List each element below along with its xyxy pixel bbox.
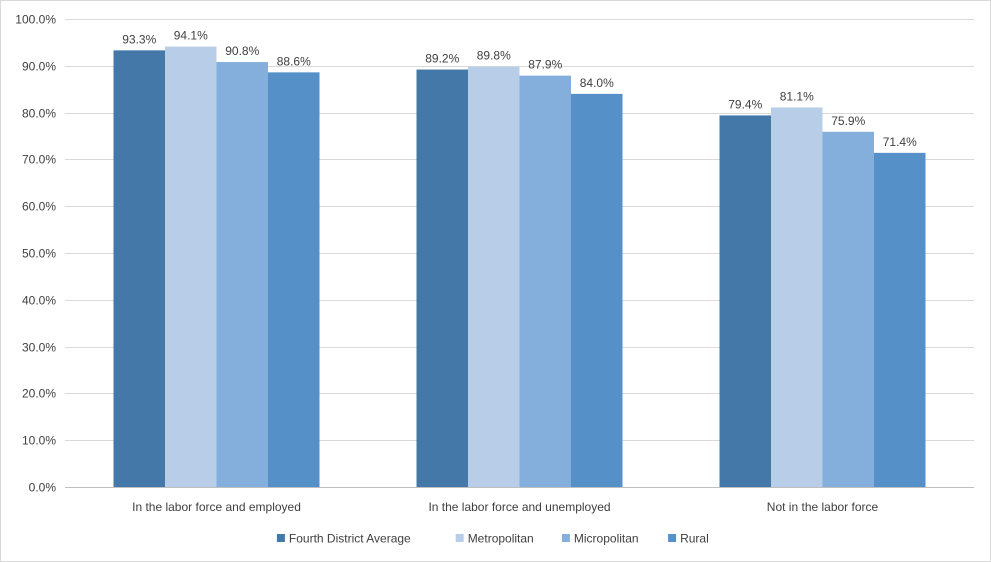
legend-label: Metropolitan: [468, 532, 534, 546]
data-label: 71.4%: [883, 135, 917, 149]
data-label: 93.3%: [122, 32, 156, 46]
data-label: 87.9%: [528, 58, 562, 72]
y-tick-label: 20.0%: [22, 387, 56, 401]
y-tick-label: 50.0%: [22, 247, 56, 261]
y-tick-label: 40.0%: [22, 294, 56, 308]
bar: [165, 46, 217, 487]
bar: [468, 66, 520, 488]
data-label: 75.9%: [831, 114, 865, 128]
legend-swatch: [561, 534, 570, 542]
data-label: 89.8%: [477, 49, 511, 63]
y-tick-label: 0.0%: [29, 481, 57, 495]
data-label: 89.2%: [425, 52, 459, 66]
legend: Fourth District Average Metropolitan Micro…: [276, 532, 709, 546]
data-label: 94.1%: [174, 29, 208, 43]
data-labels: 93.3% 94.1% 90.8% 88.6% 89.2% 89.8% 87.9% 84.0%…: [122, 29, 917, 149]
y-tick-label: 100.0%: [15, 13, 56, 27]
legend-label: Fourth District Average: [289, 532, 411, 546]
bar: [822, 131, 874, 487]
y-tick-label: 80.0%: [22, 107, 56, 121]
category-label: In the labor force and unemployed: [428, 500, 610, 514]
y-tick-label: 90.0%: [22, 60, 56, 74]
data-label: 79.4%: [728, 97, 762, 111]
y-tick-label: 70.0%: [22, 153, 56, 167]
y-tick-label: 60.0%: [22, 200, 56, 214]
legend-label: Micropolitan: [574, 532, 639, 546]
bar: [216, 62, 268, 487]
bar: [416, 69, 468, 487]
bar: [719, 115, 771, 488]
y-tick-label: 30.0%: [22, 341, 56, 355]
x-axis-category-labels: In the labor force and employed In the la…: [132, 500, 878, 514]
bar: [571, 93, 623, 487]
bar: [113, 50, 165, 488]
data-label: 90.8%: [225, 44, 259, 58]
legend-swatch: [276, 534, 285, 542]
data-label: 81.1%: [780, 89, 814, 103]
bar: [771, 107, 823, 488]
category-label: In the labor force and employed: [132, 500, 301, 514]
data-label: 84.0%: [580, 76, 614, 90]
legend-label: Rural: [680, 532, 709, 546]
bar: [268, 72, 320, 488]
bar: [874, 152, 926, 487]
legend-swatch: [455, 534, 464, 542]
legend-swatch: [668, 534, 677, 542]
category-label: Not in the labor force: [767, 500, 879, 514]
y-axis-tick-labels: 0.0% 10.0% 20.0% 30.0% 40.0% 50.0% 60.0% 70.0% 8…: [15, 13, 56, 495]
bars: [113, 46, 926, 488]
data-label: 88.6%: [277, 54, 311, 68]
bar: [519, 75, 571, 488]
y-tick-label: 10.0%: [22, 434, 56, 448]
